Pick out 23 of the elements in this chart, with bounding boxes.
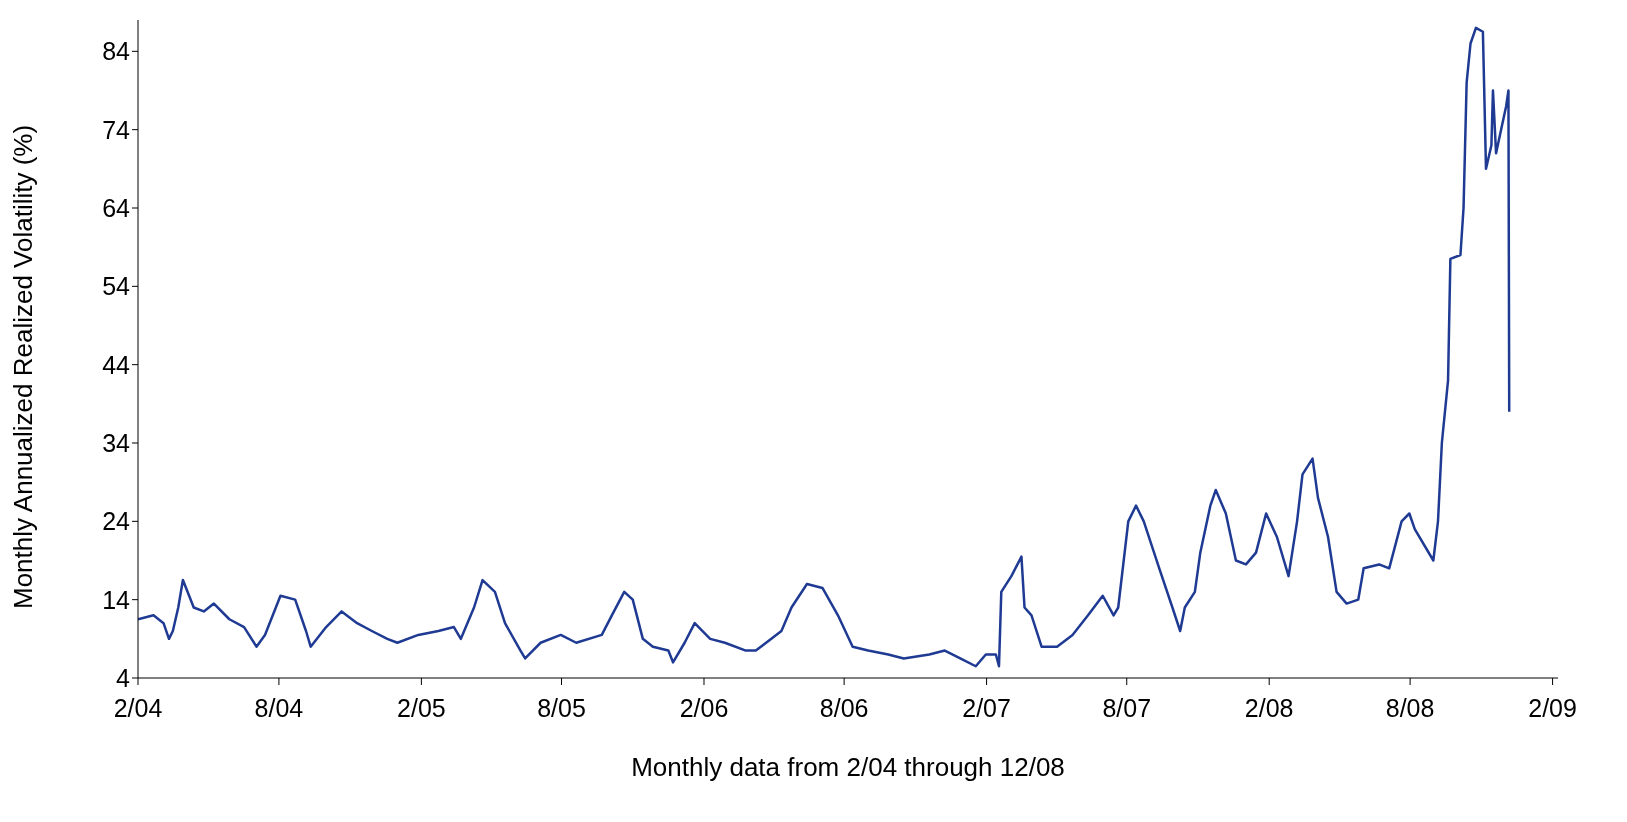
x-tick-label: 2/09	[1528, 693, 1577, 722]
x-tick-label: 2/07	[962, 693, 1011, 722]
y-axis-title: Monthly Annualized Realized Volatility (%)	[8, 124, 39, 609]
y-tick-label: 64	[102, 193, 131, 222]
x-tick-label: 2/05	[397, 693, 446, 722]
y-tick-label: 74	[102, 115, 131, 144]
x-tick-label: 8/07	[1102, 693, 1152, 722]
y-tick-label: 14	[102, 585, 131, 614]
y-tick-label: 54	[102, 272, 131, 301]
x-tick-label: 2/06	[679, 693, 729, 722]
x-tick-label: 8/06	[819, 693, 869, 722]
x-axis-title: Monthly data from 2/04 through 12/08	[631, 752, 1065, 783]
line-series	[138, 26, 1511, 668]
x-tick-label: 8/05	[537, 693, 586, 722]
y-tick-label: 44	[102, 350, 131, 379]
x-tick-label: 8/08	[1385, 693, 1435, 722]
x-tick-label: 8/04	[254, 693, 304, 722]
y-tick-label: 34	[102, 428, 131, 457]
x-tick-label: 2/08	[1244, 693, 1294, 722]
x-tick-label: 2/04	[113, 693, 163, 722]
y-tick-label: 4	[116, 663, 131, 692]
y-tick-label: 24	[102, 507, 131, 536]
y-tick-label: 84	[102, 37, 131, 66]
